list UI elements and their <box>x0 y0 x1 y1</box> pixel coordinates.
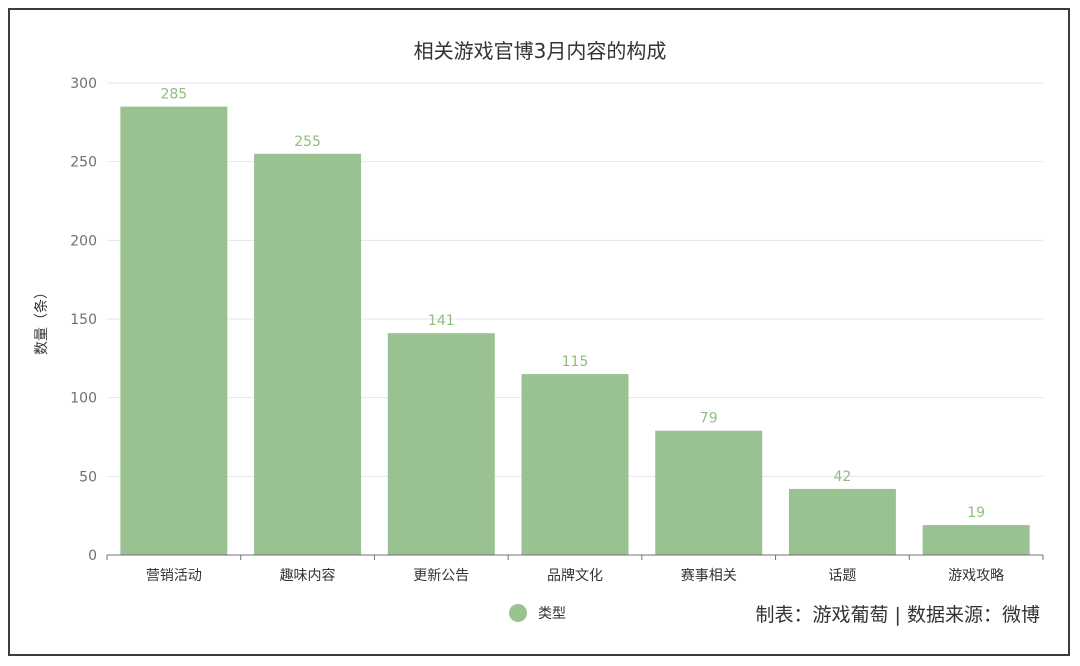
y-tick-label: 100 <box>70 391 97 407</box>
y-tick-label: 0 <box>88 548 97 564</box>
x-tick-label: 更新公告 <box>413 568 469 584</box>
bar[interactable] <box>788 488 896 555</box>
x-tick-label: 品牌文化 <box>547 567 603 584</box>
y-axis-label: 数量（条） <box>33 285 50 355</box>
data-label: 42 <box>834 469 852 485</box>
legend-label: 类型 <box>538 606 566 622</box>
data-label: 115 <box>562 354 589 370</box>
x-tick-label: 趣味内容 <box>280 567 336 584</box>
data-label: 255 <box>294 134 321 150</box>
bar[interactable] <box>254 153 362 556</box>
bars <box>120 106 1030 556</box>
bar[interactable] <box>521 374 629 555</box>
x-tick-label: 话题 <box>828 568 856 584</box>
bar[interactable] <box>387 333 495 555</box>
chart-title: 相关游戏官博3月内容的构成 <box>414 39 667 63</box>
y-tick-label: 50 <box>79 469 97 485</box>
bar[interactable] <box>922 525 1030 555</box>
y-tick-label: 150 <box>70 312 97 328</box>
source-note: 制表：游戏葡萄 | 数据来源：微博 <box>756 604 1040 626</box>
y-tick-label: 200 <box>70 233 97 249</box>
data-label: 19 <box>967 505 985 521</box>
data-label: 141 <box>428 313 455 329</box>
y-tick-label: 250 <box>70 155 97 171</box>
y-tick-label: 300 <box>70 76 97 92</box>
legend-marker <box>509 604 527 622</box>
x-tick-label: 赛事相关 <box>681 568 737 584</box>
y-axis-ticks: 0 50 100 150 200 250 300 <box>70 76 97 564</box>
data-label: 79 <box>700 411 718 427</box>
data-label: 285 <box>160 87 187 103</box>
bar[interactable] <box>120 106 228 555</box>
bar[interactable] <box>655 430 763 555</box>
legend[interactable]: 类型 <box>509 604 566 622</box>
x-tick-label: 营销活动 <box>146 568 202 584</box>
data-labels: 285 255 141 115 79 42 19 <box>160 87 985 522</box>
x-axis: 营销活动 趣味内容 更新公告 品牌文化 赛事相关 话题 游戏攻略 <box>106 554 1044 584</box>
x-tick-label: 游戏攻略 <box>948 568 1004 584</box>
